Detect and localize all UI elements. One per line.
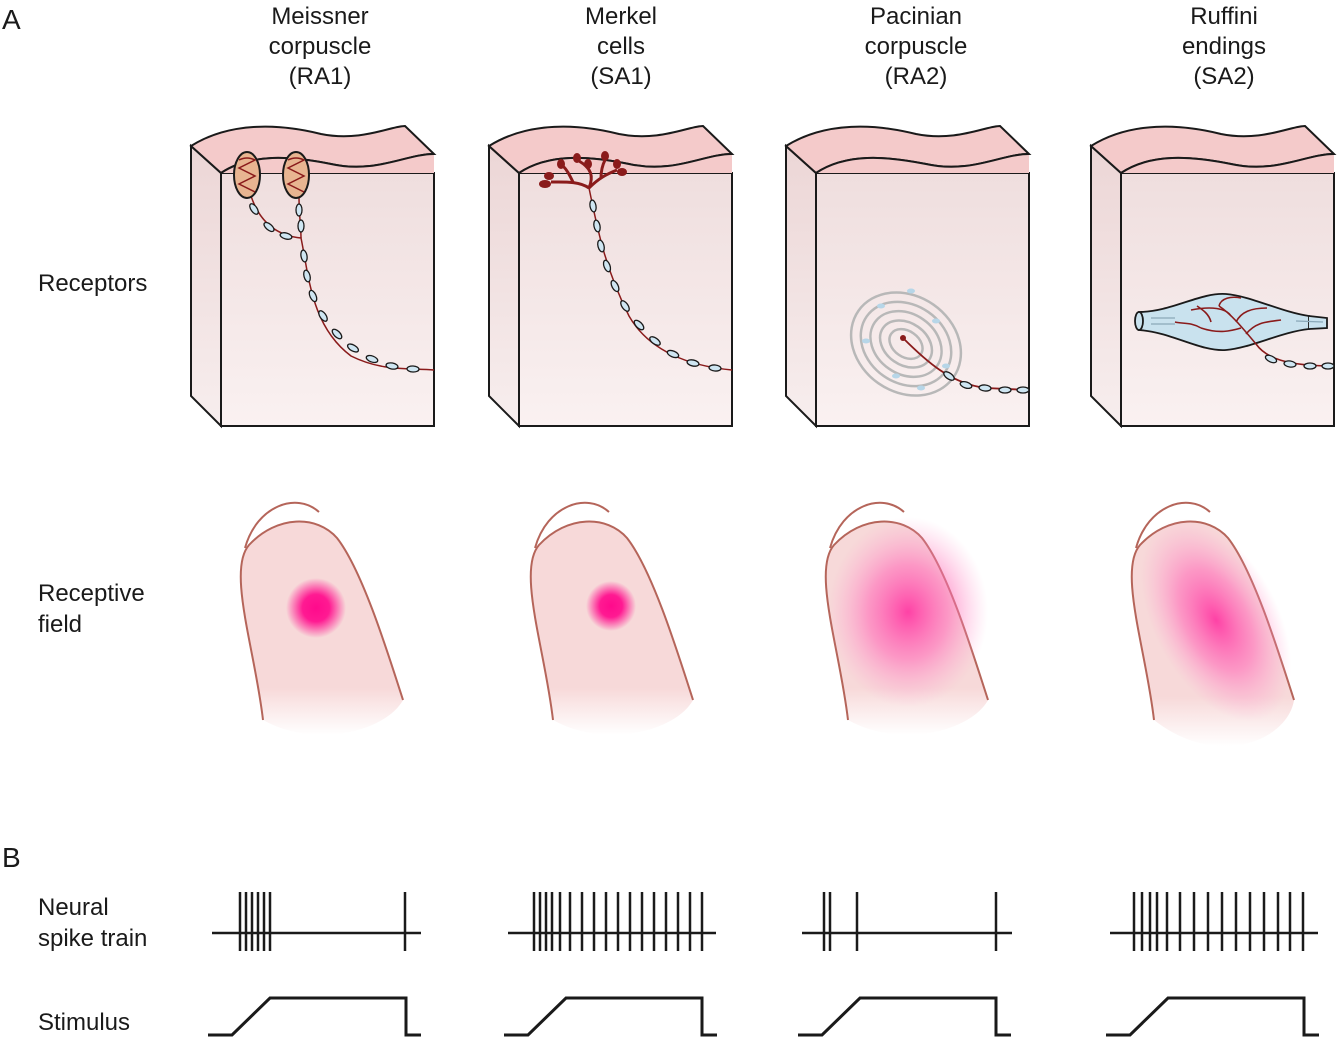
stimulus-trace-sa2	[1106, 996, 1319, 1037]
row-label-line: Receptive	[38, 580, 145, 607]
column-title-merkel: Merkel cells (SA1)	[521, 2, 721, 92]
finger-merkel	[529, 501, 694, 735]
spike-train-sa1	[508, 892, 716, 951]
ruffini-ending-icon	[1134, 293, 1335, 370]
receptive-field-spot	[828, 517, 988, 707]
row-label-line: field	[38, 611, 83, 638]
column-title-line: (RA1)	[288, 63, 352, 90]
finger-pacinian	[824, 501, 989, 735]
meissner-block	[190, 125, 435, 427]
column-title-line: Meissner	[271, 3, 369, 30]
stimulus-trace-sa1	[504, 996, 717, 1037]
row-label-spike-train: Neural spike train	[38, 892, 147, 954]
column-title-line: (SA2)	[1193, 63, 1255, 90]
spike-train-sa2	[1110, 892, 1318, 951]
myelin-segments	[943, 371, 1030, 394]
row-label-stimulus: Stimulus	[38, 1009, 131, 1036]
column-title-line: Ruffini	[1190, 3, 1258, 30]
column-title-line: (RA2)	[884, 63, 948, 90]
column-title-pacinian: Pacinian corpuscle (RA2)	[816, 2, 1016, 92]
column-title-line: Merkel	[584, 3, 657, 30]
myelin-segments	[589, 199, 722, 372]
spike-train-ra2	[802, 892, 1012, 951]
spike-train-ra1	[212, 892, 421, 951]
receptive-field-spot	[586, 581, 636, 631]
row-label-line: spike train	[38, 925, 148, 952]
stimulus-trace-ra1	[208, 996, 421, 1037]
panel-a-label: A	[2, 4, 21, 35]
meissner-corpuscle-icon	[233, 151, 310, 199]
column-title-line: Pacinian	[869, 3, 963, 30]
column-title-line: (SA1)	[590, 63, 652, 90]
column-title-line: corpuscle	[268, 33, 372, 60]
myelin-segments	[249, 203, 420, 373]
column-title-line: corpuscle	[864, 33, 968, 60]
finger-ruffini	[1130, 501, 1295, 747]
stimulus-trace-ra2	[798, 996, 1011, 1037]
row-label-receptive-field: Receptive field	[38, 578, 145, 640]
row-label-receptors: Receptors	[38, 270, 148, 297]
row-label-line: Neural	[38, 894, 109, 921]
receptive-field-spot	[1140, 518, 1292, 722]
finger-meissner	[239, 501, 404, 735]
panel-b-label: B	[2, 842, 21, 873]
ruffini-block	[1090, 125, 1335, 427]
stimulus-traces	[208, 996, 1319, 1037]
pacinian-block	[785, 125, 1030, 427]
column-title-ruffini: Ruffini endings (SA2)	[1124, 2, 1324, 92]
merkel-block	[488, 125, 733, 427]
merkel-cells-icon	[539, 151, 627, 190]
column-title-line: cells	[596, 33, 645, 60]
column-title-line: endings	[1181, 33, 1267, 60]
receptive-field-spot	[286, 578, 346, 638]
column-title-meissner: Meissner corpuscle (RA1)	[220, 2, 420, 92]
